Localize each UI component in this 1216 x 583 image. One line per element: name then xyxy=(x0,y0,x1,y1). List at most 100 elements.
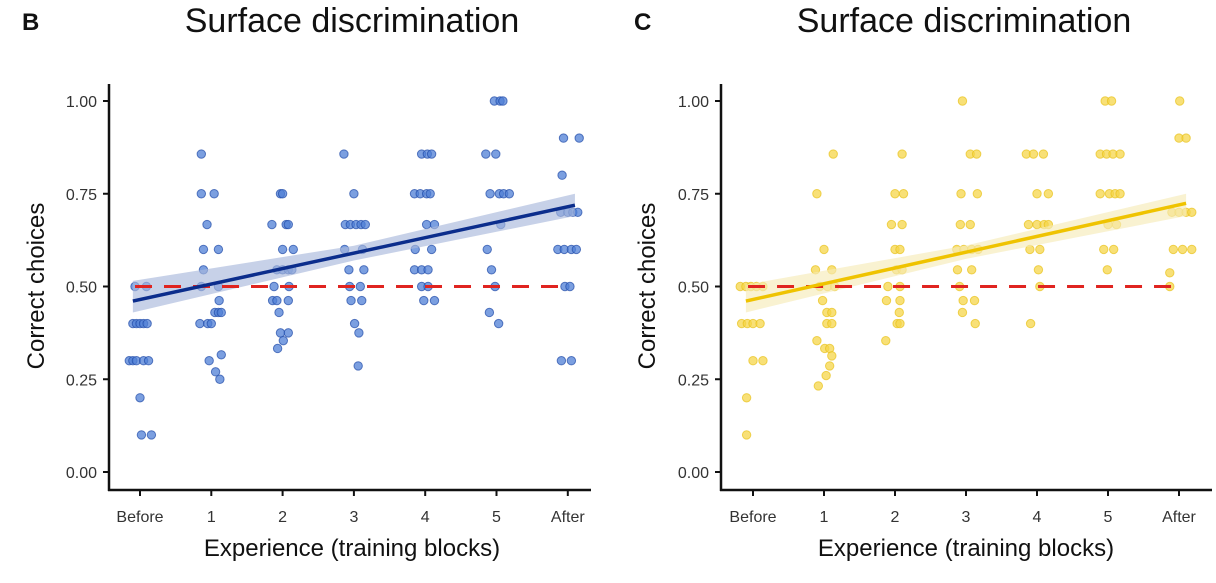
data-point xyxy=(574,133,584,143)
data-point xyxy=(196,149,207,159)
data-point xyxy=(272,295,282,306)
data-point xyxy=(897,219,907,230)
data-point xyxy=(894,307,904,318)
x-tick-label: 4 xyxy=(421,509,430,526)
y-tick-label: 0.50 xyxy=(66,280,97,297)
data-point xyxy=(349,318,360,329)
data-point xyxy=(955,219,966,230)
data-point xyxy=(827,307,837,318)
data-point xyxy=(1032,189,1042,199)
data-point xyxy=(566,356,577,366)
chart-title: Surface discrimination xyxy=(185,2,519,40)
data-point xyxy=(1165,268,1175,278)
data-point xyxy=(491,149,501,159)
data-point xyxy=(965,219,975,230)
data-point xyxy=(1175,96,1185,106)
data-point xyxy=(359,265,369,275)
chart-title: Surface discrimination xyxy=(797,2,1131,40)
data-point xyxy=(812,335,822,346)
y-tick-label: 0.25 xyxy=(678,372,709,389)
data-point xyxy=(267,219,277,230)
data-point xyxy=(425,189,435,199)
panel-b: B Surface discrimination Experience (tra… xyxy=(22,2,591,562)
x-tick-label: 2 xyxy=(891,509,900,526)
data-point xyxy=(1102,265,1112,275)
data-point xyxy=(957,96,968,106)
x-tick-label: 3 xyxy=(349,509,358,526)
y-axis-label: Correct choices xyxy=(23,203,50,370)
data-point xyxy=(339,149,349,159)
y-axis-label: Correct choices xyxy=(634,203,661,370)
data-point xyxy=(213,244,224,255)
data-point xyxy=(557,170,567,180)
data-point xyxy=(969,295,980,306)
data-point xyxy=(1177,244,1188,255)
x-tick-label: 3 xyxy=(962,509,971,526)
data-point xyxy=(1108,244,1119,255)
data-point xyxy=(958,295,968,306)
data-point xyxy=(143,356,154,366)
data-point xyxy=(1099,244,1109,255)
data-point xyxy=(1181,133,1191,143)
data-point xyxy=(1025,318,1036,329)
data-point xyxy=(972,189,983,199)
data-point xyxy=(196,189,207,199)
data-point xyxy=(748,356,758,366)
data-points xyxy=(124,96,584,440)
data-point xyxy=(423,265,433,275)
regression-line xyxy=(132,203,576,303)
data-point xyxy=(283,328,294,338)
data-point xyxy=(349,189,359,199)
data-point xyxy=(1187,207,1197,218)
data-point xyxy=(283,219,294,230)
data-point xyxy=(819,244,829,255)
data-point xyxy=(970,318,980,329)
y-tick-label: 0.75 xyxy=(66,187,97,204)
x-tick-label: Before xyxy=(116,509,163,526)
x-tick-label: 5 xyxy=(492,509,501,526)
data-point xyxy=(277,244,288,255)
data-point xyxy=(741,430,752,440)
data-point xyxy=(827,318,837,329)
data-point xyxy=(214,295,224,306)
data-point xyxy=(360,219,371,230)
data-point xyxy=(210,367,221,377)
data-point xyxy=(484,307,495,318)
panel-c: C Surface discrimination Experience (tra… xyxy=(634,2,1212,562)
data-point xyxy=(485,189,495,199)
data-point xyxy=(204,356,214,366)
data-point xyxy=(755,318,765,329)
data-point xyxy=(1023,219,1034,230)
data-point xyxy=(283,295,294,306)
data-point xyxy=(353,361,363,371)
data-point xyxy=(828,149,838,159)
data-point xyxy=(429,295,440,306)
data-point xyxy=(741,393,752,403)
data-point xyxy=(274,307,284,318)
data-point xyxy=(142,318,152,329)
x-tick-label: 5 xyxy=(1104,509,1113,526)
data-point xyxy=(195,318,205,329)
data-point xyxy=(355,281,366,292)
data-point xyxy=(136,430,147,440)
data-point xyxy=(278,335,289,346)
data-point xyxy=(1033,265,1044,275)
data-point xyxy=(482,244,492,255)
data-point xyxy=(1187,244,1197,255)
data-point xyxy=(881,335,891,346)
data-point xyxy=(1028,149,1039,159)
panel-label: B xyxy=(22,9,39,36)
data-point xyxy=(216,307,226,318)
x-axis-label: Experience (training blocks) xyxy=(818,535,1114,562)
data-point xyxy=(827,351,837,361)
data-point xyxy=(269,281,279,292)
data-point xyxy=(813,381,824,391)
data-point xyxy=(817,295,828,306)
data-point xyxy=(346,295,356,306)
x-tick-label: 4 xyxy=(1033,509,1042,526)
data-point xyxy=(957,307,968,318)
data-point xyxy=(357,295,367,306)
x-tick-label: After xyxy=(1162,509,1196,526)
data-point xyxy=(898,189,909,199)
x-tick-label: 1 xyxy=(207,509,216,526)
